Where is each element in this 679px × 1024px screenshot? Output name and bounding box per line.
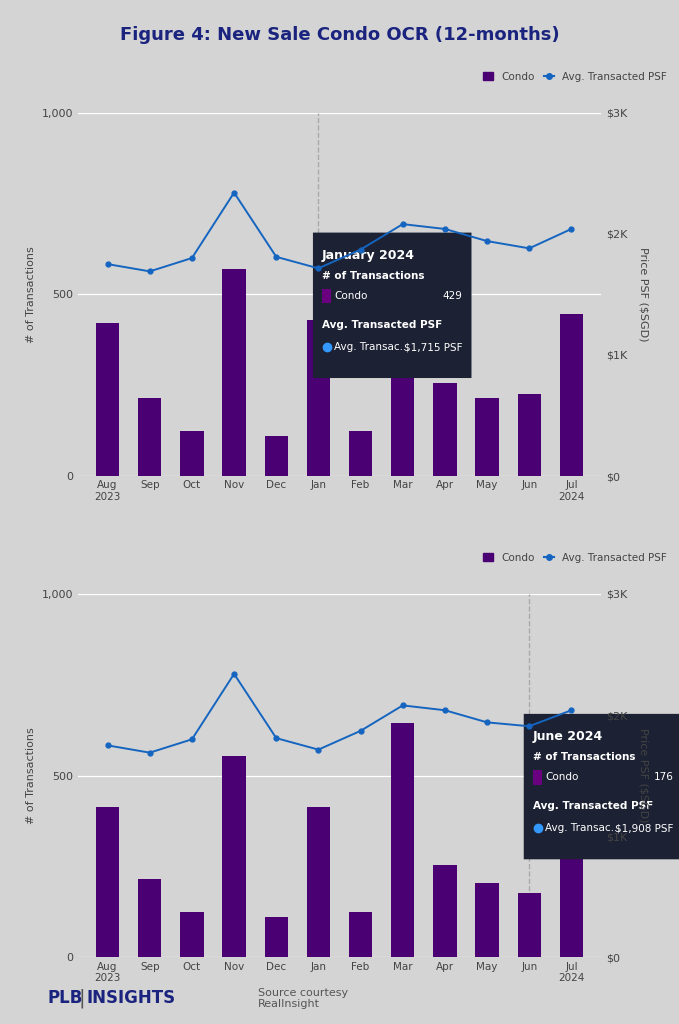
Text: Condo: Condo (545, 772, 579, 782)
Bar (138, 398, 162, 476)
FancyBboxPatch shape (313, 232, 471, 378)
FancyBboxPatch shape (322, 289, 331, 303)
Text: 429: 429 (443, 291, 462, 301)
Text: |: | (78, 988, 85, 1009)
Bar (349, 431, 372, 476)
Legend: Condo, Avg. Transacted PSF: Condo, Avg. Transacted PSF (483, 72, 667, 82)
Y-axis label: Price PSF ($SGD): Price PSF ($SGD) (638, 247, 648, 342)
Bar (96, 807, 120, 957)
Text: $1,715 PSF: $1,715 PSF (404, 342, 462, 352)
Bar (517, 394, 541, 476)
FancyBboxPatch shape (524, 714, 679, 859)
Bar (475, 883, 498, 957)
Text: Avg. Transacted PSF: Avg. Transacted PSF (322, 319, 442, 330)
Bar (559, 796, 583, 957)
Bar (517, 894, 541, 957)
Bar (391, 242, 414, 476)
Text: Avg. Transac...: Avg. Transac... (545, 823, 621, 834)
Bar (96, 324, 120, 476)
Bar (181, 912, 204, 957)
Bar (433, 383, 456, 476)
Text: # of Transactions: # of Transactions (322, 270, 424, 281)
FancyBboxPatch shape (532, 770, 542, 784)
Y-axis label: # of Transactions: # of Transactions (26, 246, 36, 343)
Bar (307, 321, 330, 476)
Text: $1,908 PSF: $1,908 PSF (615, 823, 674, 834)
Text: Avg. Transacted PSF: Avg. Transacted PSF (532, 801, 653, 811)
Legend: Condo, Avg. Transacted PSF: Condo, Avg. Transacted PSF (483, 553, 667, 563)
Bar (223, 756, 246, 957)
Bar (181, 431, 204, 476)
Bar (307, 807, 330, 957)
Bar (475, 398, 498, 476)
Text: June 2024: June 2024 (532, 730, 603, 743)
Bar (265, 436, 288, 476)
Y-axis label: # of Transactions: # of Transactions (26, 727, 36, 824)
Text: January 2024: January 2024 (322, 249, 415, 262)
Text: Figure 4: New Sale Condo OCR (12-months): Figure 4: New Sale Condo OCR (12-months) (120, 26, 559, 44)
Bar (349, 912, 372, 957)
Text: Avg. Transac...: Avg. Transac... (335, 342, 410, 352)
Text: Condo: Condo (335, 291, 368, 301)
Text: PLB: PLB (48, 989, 83, 1008)
Bar (265, 918, 288, 957)
Bar (433, 864, 456, 957)
Bar (138, 880, 162, 957)
Text: Source courtesy
RealInsight: Source courtesy RealInsight (258, 987, 348, 1010)
Text: # of Transactions: # of Transactions (532, 752, 635, 762)
Bar (391, 723, 414, 957)
Bar (559, 314, 583, 476)
Bar (223, 269, 246, 476)
Text: INSIGHTS: INSIGHTS (87, 989, 176, 1008)
Y-axis label: Price PSF ($SGD): Price PSF ($SGD) (638, 728, 648, 823)
Text: 176: 176 (654, 772, 674, 782)
